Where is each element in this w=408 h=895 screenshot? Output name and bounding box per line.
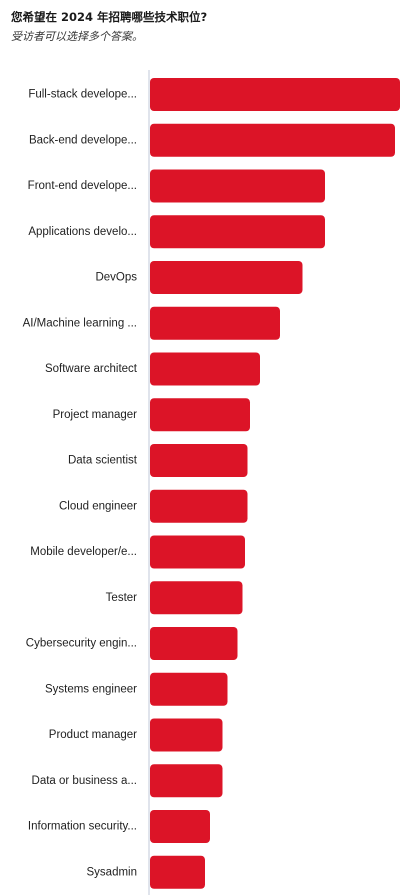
category-label: Software architect [45,363,138,375]
bar[interactable] [150,627,238,660]
bar[interactable] [150,123,395,157]
chart-title: 您希望在 2024 年招聘哪些技术职位? [11,10,208,24]
bar[interactable] [150,169,325,203]
bar[interactable] [150,581,243,615]
bar[interactable] [150,215,325,249]
category-label: Cloud engineer [59,500,137,512]
category-label: Data scientist [68,455,138,467]
bar[interactable] [150,855,205,889]
bar[interactable] [150,810,210,843]
category-label: Back-end develope... [29,134,137,146]
category-label: Project manager [53,409,138,421]
category-label: Product manager [49,729,137,741]
chart-header: 您希望在 2024 年招聘哪些技术职位? 受访者可以选择多个答案。 [11,9,400,45]
bar[interactable] [150,306,280,340]
bar[interactable] [150,444,248,477]
category-label: DevOps [95,272,137,284]
category-label: Data or business a... [32,775,137,787]
chart-subtitle: 受访者可以选择多个答案。 [11,30,143,43]
category-label: Applications develo... [28,226,137,238]
bar[interactable] [150,764,223,798]
bar[interactable] [150,261,303,294]
bar[interactable] [150,672,228,706]
bar[interactable] [150,718,223,752]
bar[interactable] [150,489,248,523]
bar[interactable] [150,535,245,569]
category-label: Full-stack develope... [28,89,137,101]
category-label: Systems engineer [45,683,137,695]
category-label: Information security... [28,821,137,833]
category-label: AI/Machine learning ... [23,317,137,329]
bar[interactable] [150,352,260,386]
category-label: Front-end develope... [28,180,137,192]
category-label: Mobile developer/e... [30,546,137,558]
bar-chart: Full-stack develope... Back-end develope.… [23,70,400,895]
bar[interactable] [150,78,400,111]
category-label: Tester [106,592,137,604]
bar[interactable] [150,398,250,432]
category-label: Sysadmin [87,866,138,878]
category-label: Cybersecurity engin... [26,638,137,650]
